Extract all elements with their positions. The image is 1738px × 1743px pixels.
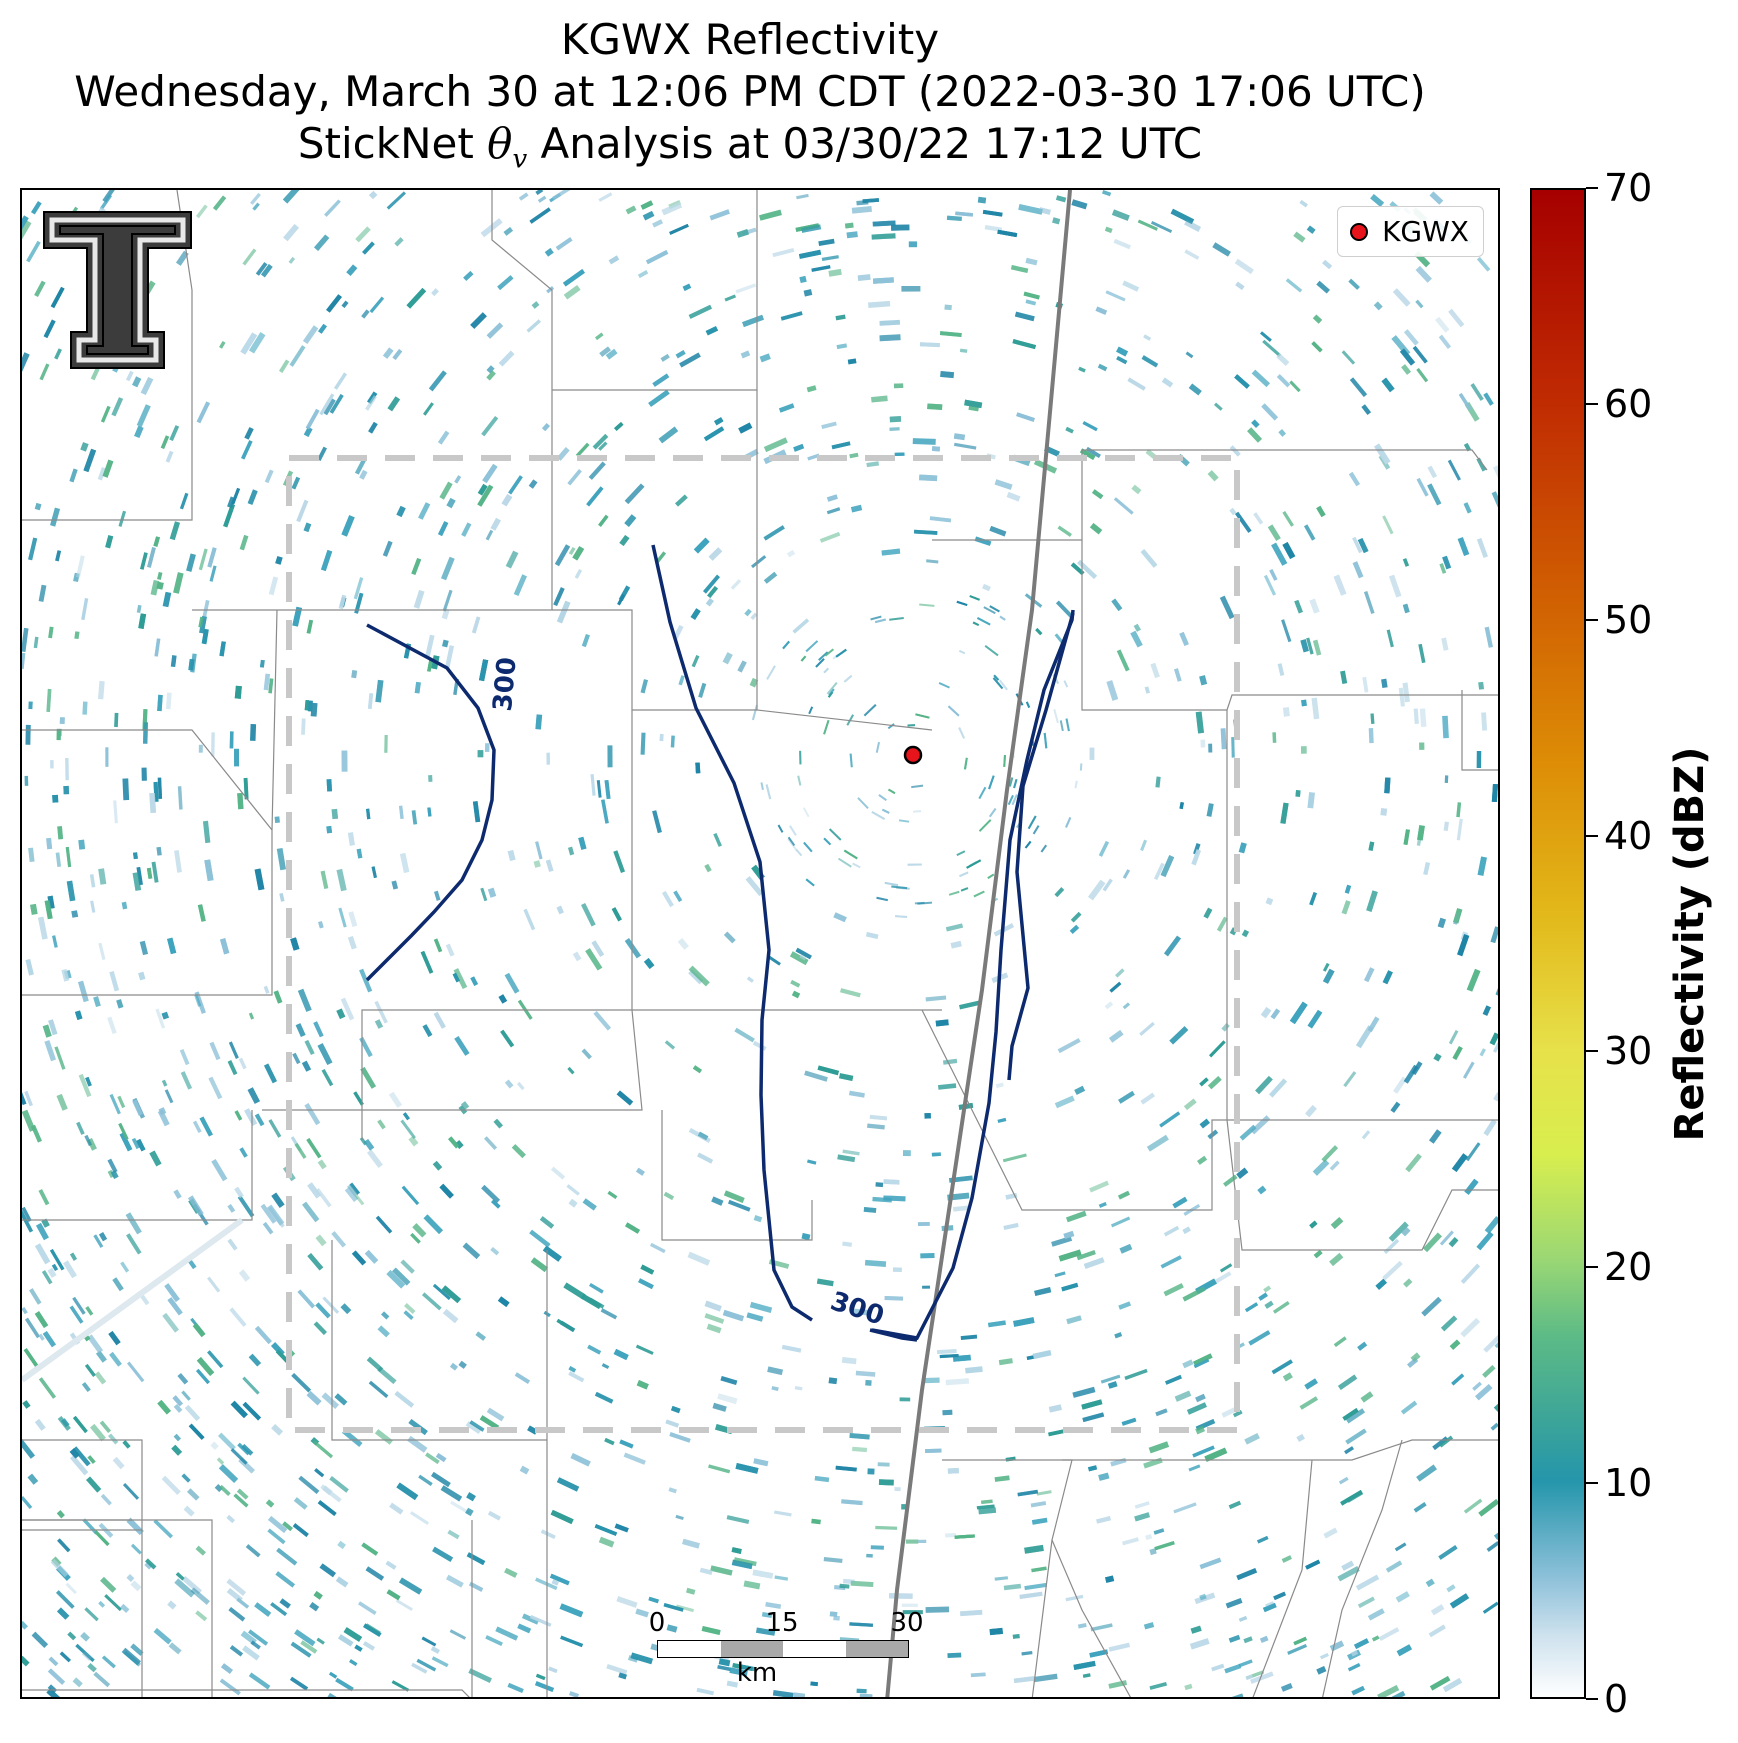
contour-label-west: 300	[488, 655, 523, 713]
colorbar-tick-label: 70	[1604, 166, 1653, 210]
scale-unit: km	[736, 1658, 778, 1688]
legend-label: KGWX	[1382, 215, 1469, 248]
colorbar-tick-mark	[1586, 618, 1598, 621]
theta-v-symbol: θv	[487, 119, 528, 175]
colorbar-title: Reflectivity (dBZ)	[1667, 746, 1713, 1142]
colorbar-tick-label: 10	[1604, 1461, 1653, 1506]
colorbar-tick-label: 30	[1604, 1029, 1653, 1074]
colorbar-tick-mark	[1586, 1050, 1598, 1053]
scale-bar: 0 15 30 km	[637, 1608, 924, 1688]
colorbar-tick-label: 0	[1604, 1677, 1629, 1721]
colorbar-tick-label: 60	[1604, 381, 1653, 426]
analysis-domain-box	[286, 455, 1240, 1433]
colorbar-tick-label: 50	[1604, 597, 1653, 642]
kgwx-radar-site-marker	[903, 745, 923, 765]
radar-map: 300 300 KGWX 0 15 30 km	[20, 188, 1500, 1699]
colorbar-tick-mark	[1586, 402, 1598, 405]
highway-line	[22, 190, 1072, 1697]
map-legend: KGWX	[1337, 206, 1484, 257]
contour-300-east	[871, 609, 1075, 1340]
scale-bar-segments	[657, 1640, 909, 1658]
contour-300-west	[365, 623, 496, 982]
contour-300-central	[651, 544, 813, 1322]
colorbar-tick-mark	[1586, 1698, 1598, 1700]
title-line-3: StickNet θv Analysis at 03/30/22 17:12 U…	[297, 119, 1203, 175]
title-line-2: Wednesday, March 30 at 12:06 PM CDT (202…	[74, 67, 1426, 116]
theta-v-contours	[365, 544, 1075, 1342]
scale-tick-0: 0	[648, 1608, 666, 1638]
texas-tech-logo	[43, 211, 192, 369]
scale-tick-30: 30	[890, 1608, 924, 1638]
reflectivity-colorbar	[1530, 188, 1586, 1699]
radar-marker-icon	[1350, 222, 1369, 241]
colorbar-tick-label: 40	[1604, 813, 1653, 858]
scale-tick-15: 15	[765, 1608, 799, 1638]
map-title: KGWX Reflectivity Wednesday, March 30 at…	[0, 14, 1500, 185]
colorbar-tick-mark	[1586, 834, 1598, 837]
map-canvas	[22, 190, 1498, 1697]
colorbar-tick-mark	[1586, 1266, 1598, 1269]
county-boundaries	[22, 190, 1498, 1697]
title-line-1: KGWX Reflectivity	[560, 15, 940, 64]
reflectivity-echoes	[22, 190, 1498, 1697]
colorbar-tick-mark	[1586, 1482, 1598, 1485]
colorbar-tick-mark	[1586, 187, 1598, 189]
colorbar-tick-label: 20	[1604, 1245, 1653, 1290]
